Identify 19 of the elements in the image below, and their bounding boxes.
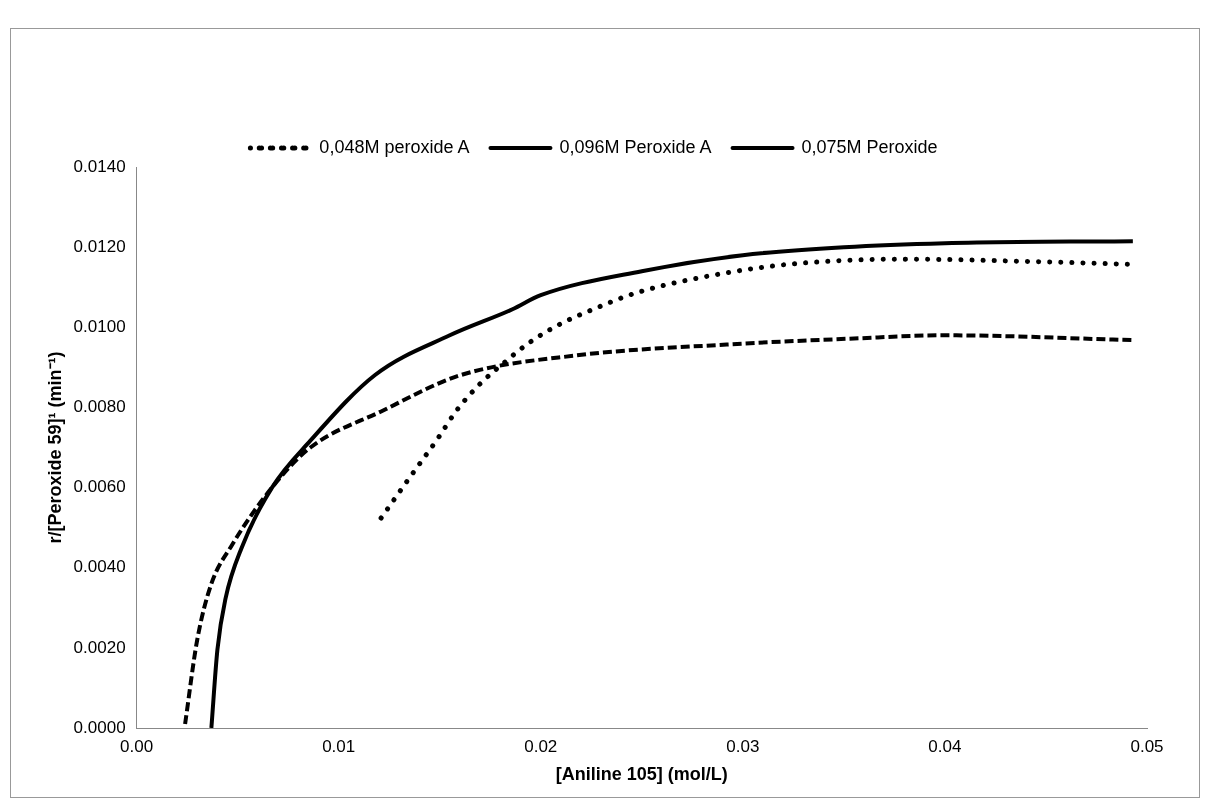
x-tick-label: 0.04: [928, 736, 962, 756]
x-tick-label: 0.03: [726, 736, 760, 756]
x-tick-label: 0.00: [120, 736, 154, 756]
y-tick-label: 0.0020: [73, 637, 126, 657]
y-tick-label: 0.0060: [73, 477, 126, 497]
y-tick-label: 0.0100: [73, 316, 126, 336]
y-tick-label: 0.0080: [73, 397, 126, 417]
x-axis-title: [Aniline 105] (mol/L): [555, 764, 728, 785]
y-axis-title: r/[Peroxide 59]¹ (min⁻¹): [44, 351, 65, 544]
y-tick-label: 0.0120: [73, 236, 126, 256]
x-tick-label: 0.01: [322, 736, 356, 756]
legend-label: 0,075M Peroxide: [801, 136, 938, 157]
y-tick-label: 0.0140: [73, 156, 126, 176]
legend-label: 0,096M Peroxide A: [559, 136, 712, 157]
y-tick-label: 0.0000: [73, 717, 126, 737]
x-tick-label: 0.05: [1130, 736, 1164, 756]
x-tick-label: 0.02: [524, 736, 558, 756]
legend-label: 0,048M peroxide A: [319, 136, 470, 157]
y-tick-label: 0.0040: [73, 557, 126, 577]
